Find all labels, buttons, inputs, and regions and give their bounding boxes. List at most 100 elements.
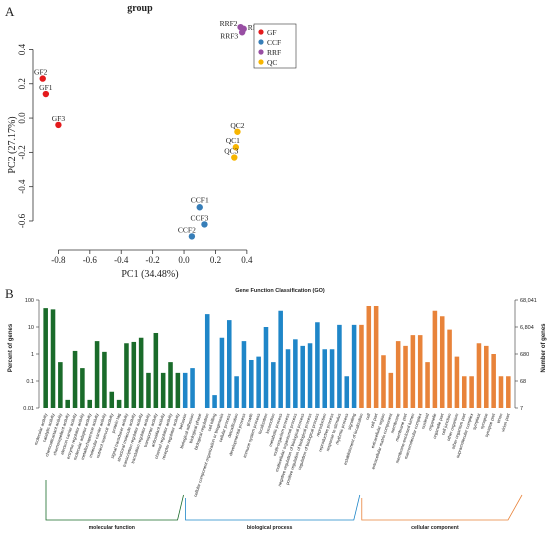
go-category-label: membrane	[390, 412, 401, 434]
go-category-label: protein tag	[111, 412, 122, 433]
go-bar	[285, 349, 291, 408]
go-bar	[109, 391, 115, 408]
go-left-tick-label: 0.1	[26, 379, 34, 385]
go-bar	[300, 345, 305, 408]
pca-y-tick-label: -0.6	[17, 213, 27, 228]
go-group-bracket	[185, 494, 361, 521]
pca-y-tick-label: -0.2	[17, 145, 27, 159]
go-bar	[484, 345, 489, 408]
go-bar	[417, 335, 423, 408]
go-title: Gene Function Classification (GO)	[235, 288, 325, 294]
pca-x-tick-label: -0.8	[51, 255, 66, 265]
go-bar	[403, 345, 408, 408]
pca-point-label: CCF3	[190, 213, 208, 222]
go-bar	[461, 376, 467, 408]
go-category-label: growth	[245, 412, 254, 426]
pca-point-label: GF1	[39, 83, 53, 92]
go-group-brackets: molecular function biological process cell…	[45, 480, 523, 531]
pca-y-tick-label: 0.0	[17, 112, 27, 124]
pca-point-label: RRF2	[220, 19, 238, 28]
go-bar	[146, 372, 151, 408]
go-group-label: cellular component	[411, 525, 459, 531]
go-left-tick-label: 100	[25, 298, 34, 304]
pca-x-axis-label: PC1 (34.48%)	[121, 269, 178, 280]
go-bar	[425, 362, 430, 408]
go-bar	[175, 372, 181, 408]
go-category-label: localization	[257, 412, 269, 434]
go-bar	[168, 362, 173, 408]
go-bar	[439, 316, 445, 408]
pca-point-label: RRF3	[220, 31, 238, 40]
go-bar	[447, 329, 452, 408]
go-bar	[344, 376, 350, 408]
go-bar	[50, 309, 56, 408]
pca-y-tick-label: 0.4	[17, 43, 27, 55]
go-bar	[395, 341, 401, 408]
go-y-axis-label-left: Percent of genes	[8, 323, 14, 372]
panel-b-label: B	[5, 286, 14, 301]
go-category-label: organelle	[427, 412, 437, 431]
legend-label-rrf: RRF	[267, 48, 281, 57]
pca-point-gf2	[39, 75, 46, 82]
go-bar	[234, 376, 239, 408]
legend-marker-rrf	[258, 49, 264, 55]
pca-point-gf3	[55, 121, 62, 129]
go-bar	[271, 362, 276, 408]
go-right-tick-label: 68,041	[520, 298, 537, 304]
pca-y-tick-label: -0.4	[17, 179, 27, 194]
go-group-label: molecular function	[89, 525, 135, 531]
go-bar	[293, 339, 298, 408]
go-right-tick-label: 680	[520, 352, 529, 358]
pca-point-label: GF2	[34, 68, 48, 77]
go-right-tick-label: 68	[520, 379, 526, 385]
go-bar	[138, 337, 144, 408]
pca-title: group	[127, 3, 153, 14]
go-bar	[249, 359, 254, 408]
go-bar	[410, 335, 416, 408]
go-bar	[366, 305, 372, 408]
go-right-tick-label: 6,804	[520, 325, 534, 331]
pca-x-tick-label: -0.4	[114, 255, 129, 265]
go-bar	[212, 395, 217, 408]
go-bar	[278, 310, 283, 408]
go-bar	[506, 376, 511, 408]
go-bar	[381, 355, 386, 408]
legend-marker-gf	[258, 29, 264, 35]
go-bar	[256, 356, 261, 408]
go-category-label: signaling	[347, 412, 357, 430]
go-bar	[432, 310, 438, 408]
pca-point-ccf3	[201, 221, 208, 228]
go-bar	[160, 372, 166, 408]
pca-point-qc1	[232, 144, 240, 151]
go-category-label: cell killing	[207, 412, 218, 432]
pca-point-qc3	[231, 154, 238, 161]
pca-y-tick-label: 0.2	[17, 78, 27, 89]
go-bar	[102, 351, 107, 408]
pca-x-tick-label: 0.0	[178, 255, 190, 265]
go-category-label: cell part	[369, 412, 379, 429]
panel-a-label: A	[5, 4, 15, 19]
go-category-label: virion part	[500, 412, 511, 432]
go-bar	[72, 350, 78, 408]
go-bar	[153, 332, 159, 408]
pca-point-qc2	[234, 128, 241, 135]
go-y-axis-label-right: Number of genes	[541, 323, 547, 373]
go-category-label: cell	[364, 413, 371, 421]
go-category-label: symplast	[471, 412, 481, 430]
legend-marker-ccf	[258, 39, 264, 45]
go-bar	[329, 349, 335, 408]
pca-point-gf1	[42, 90, 50, 98]
go-bar	[116, 399, 122, 408]
go-bar	[491, 354, 496, 408]
go-bar	[315, 322, 320, 408]
pca-point-label: GF3	[52, 114, 66, 123]
go-bar	[388, 372, 394, 408]
legend-label-qc: QC	[267, 58, 277, 67]
go-bar	[322, 349, 328, 408]
go-bars	[43, 305, 511, 408]
go-bar	[94, 341, 100, 408]
go-bar	[476, 343, 482, 408]
pca-point-rrf3	[238, 29, 246, 36]
pca-point-ccf1	[196, 204, 203, 211]
go-bar	[182, 372, 188, 408]
